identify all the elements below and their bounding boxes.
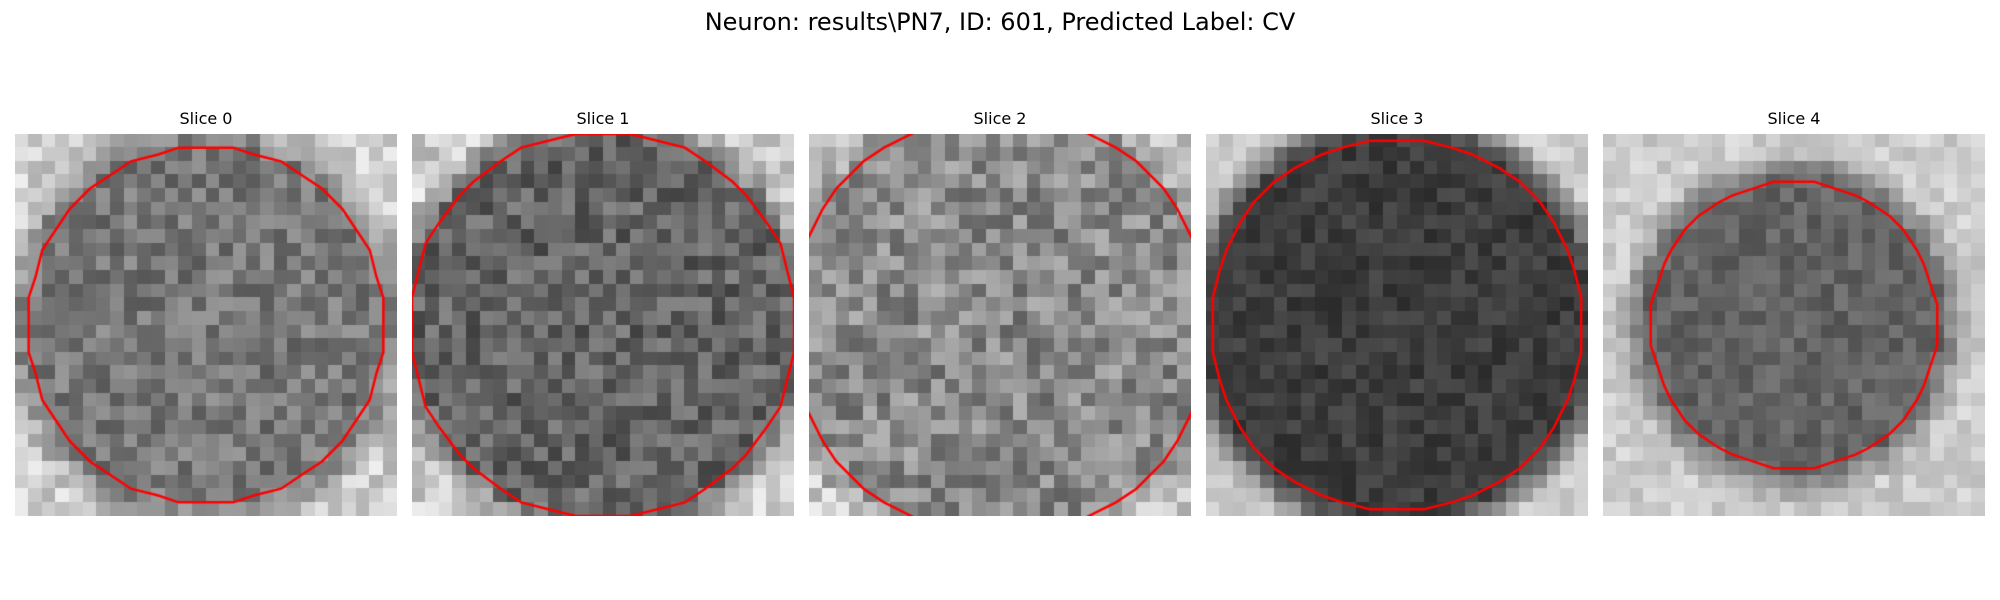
- slice-title-0: Slice 0: [179, 109, 233, 128]
- slice-title-2: Slice 2: [973, 109, 1027, 128]
- slice-image-3: [1206, 134, 1588, 516]
- slice-panel-3: Slice 3: [1206, 108, 1588, 516]
- slice-title-3: Slice 3: [1370, 109, 1424, 128]
- slice-image-2: [809, 134, 1191, 516]
- slice-title-1: Slice 1: [576, 109, 630, 128]
- slice-title-4: Slice 4: [1767, 109, 1821, 128]
- figure-title: Neuron: results\PN7, ID: 601, Predicted …: [704, 8, 1296, 36]
- slice-image-0: [15, 134, 397, 516]
- slice-panel-1: Slice 1: [412, 108, 794, 516]
- slice-image-4: [1603, 134, 1985, 516]
- slice-panel-2: Slice 2: [809, 108, 1191, 516]
- slice-image-1: [412, 134, 794, 516]
- slice-panel-0: Slice 0: [15, 108, 397, 516]
- slice-panel-4: Slice 4: [1603, 108, 1985, 516]
